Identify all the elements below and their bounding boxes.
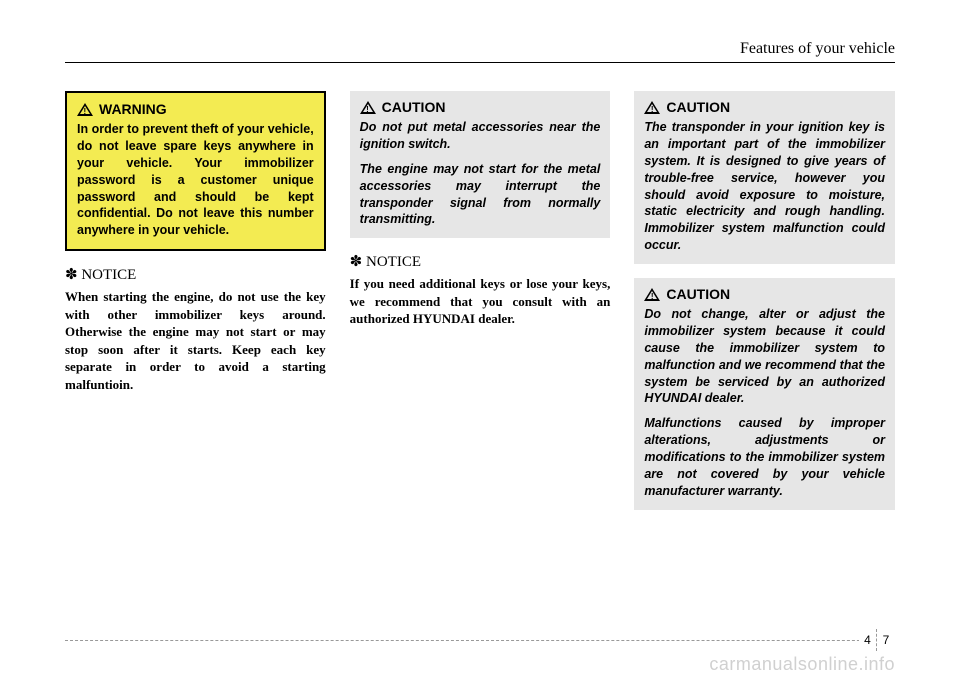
section-number: 4 — [859, 629, 877, 651]
caution-icon: ! — [644, 101, 660, 114]
content-columns: ! WARNING In order to prevent theft of y… — [65, 91, 895, 524]
caution3-p2: Malfunctions caused by improper alterati… — [644, 415, 885, 499]
page-header-title: Features of your vehicle — [65, 40, 895, 58]
warning-label: WARNING — [99, 101, 167, 117]
caution-icon: ! — [360, 101, 376, 114]
caution-p2: The engine may not start for the metal a… — [360, 161, 601, 229]
notice-body: When starting the engine, do not use the… — [65, 288, 326, 393]
caution-box-1: ! CAUTION Do not put metal accessories n… — [350, 91, 611, 238]
watermark: carmanualsonline.info — [709, 654, 895, 675]
column-3: ! CAUTION The transponder in your igniti… — [634, 91, 895, 524]
notice-heading: ✽ NOTICE — [65, 265, 326, 284]
caution-header-2: ! CAUTION — [644, 99, 885, 115]
column-1: ! WARNING In order to prevent theft of y… — [65, 91, 326, 524]
warning-icon: ! — [77, 103, 93, 116]
manual-page: Features of your vehicle ! WARNING In or… — [0, 0, 960, 689]
warning-body: In order to prevent theft of your vehicl… — [77, 121, 314, 239]
caution-label: CAUTION — [382, 99, 446, 115]
page-footer: 4 7 — [65, 640, 895, 641]
caution-body-3: Do not change, alter or adjust the immob… — [644, 306, 885, 500]
caution-header: ! CAUTION — [360, 99, 601, 115]
caution-icon: ! — [644, 288, 660, 301]
notice-heading-2: ✽ NOTICE — [350, 252, 611, 271]
caution-label-2: CAUTION — [666, 99, 730, 115]
caution-box-2: ! CAUTION The transponder in your igniti… — [634, 91, 895, 264]
caution-body-2: The transponder in your ignition key is … — [644, 119, 885, 254]
header-rule — [65, 62, 895, 63]
caution3-p1: Do not change, alter or adjust the immob… — [644, 306, 885, 407]
page-number: 4 7 — [859, 629, 895, 651]
caution-box-3: ! CAUTION Do not change, alter or adjust… — [634, 278, 895, 510]
caution-label-3: CAUTION — [666, 286, 730, 302]
warning-box: ! WARNING In order to prevent theft of y… — [65, 91, 326, 251]
notice-body-2: If you need additional keys or lose your… — [350, 275, 611, 328]
page-number-value: 7 — [877, 629, 895, 651]
caution-p1: Do not put metal accessories near the ig… — [360, 119, 601, 153]
column-2: ! CAUTION Do not put metal accessories n… — [350, 91, 611, 524]
caution-header-3: ! CAUTION — [644, 286, 885, 302]
caution-body: Do not put metal accessories near the ig… — [360, 119, 601, 228]
warning-header: ! WARNING — [77, 101, 314, 117]
